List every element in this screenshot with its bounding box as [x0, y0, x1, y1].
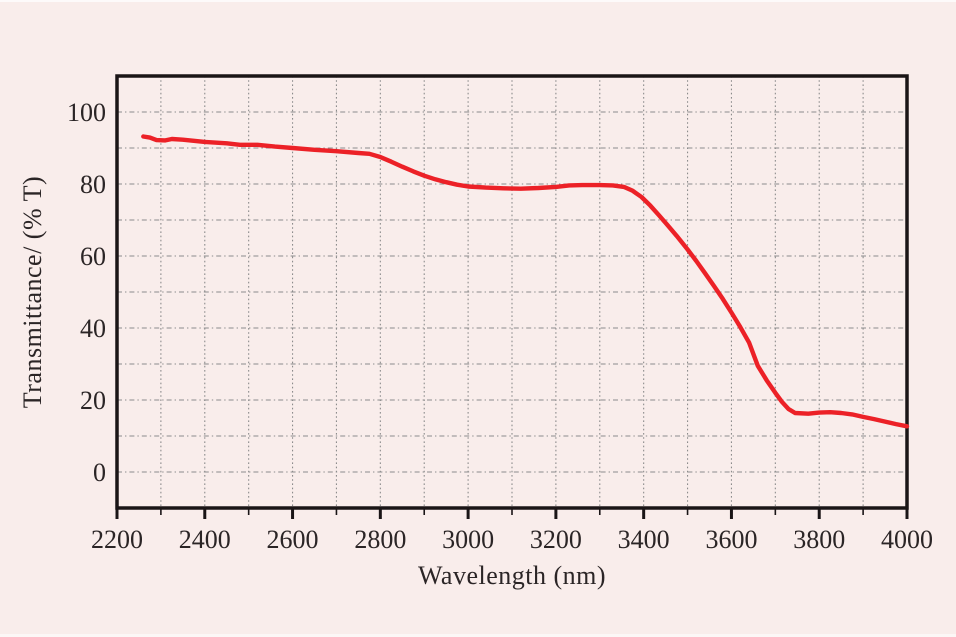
y-tick-label: 60 [80, 242, 106, 271]
x-tick-label: 3200 [530, 525, 582, 554]
y-tick-label: 20 [80, 386, 106, 415]
x-tick-label: 3600 [705, 525, 757, 554]
x-tick-label: 2800 [354, 525, 406, 554]
x-tick-label: 2600 [267, 525, 319, 554]
x-tick-label: 3800 [793, 525, 845, 554]
plot-frame [115, 74, 909, 510]
axis-tick-layer [115, 509, 909, 519]
grid-layer [117, 76, 907, 508]
y-tick-label: 100 [67, 98, 106, 127]
y-tick-label: 80 [80, 170, 106, 199]
x-tick-label: 3000 [442, 525, 494, 554]
x-tick-label: 2200 [91, 525, 143, 554]
y-tick-label: 40 [80, 314, 106, 343]
x-tick-label: 4000 [881, 525, 933, 554]
transmittance-curve [141, 134, 910, 429]
y-axis-tick-labels: 0 20 40 60 80 100 [67, 98, 106, 487]
y-axis-title: Transmittance/ (% T) [18, 175, 47, 409]
x-axis-title: Wavelength (nm) [417, 561, 607, 590]
x-tick-label: 3400 [618, 525, 670, 554]
x-axis-tick-labels: 2200 2400 2600 2800 3000 3200 3400 3600 3800 4000 [91, 525, 933, 554]
x-tick-label: 2400 [179, 525, 231, 554]
y-tick-label: 0 [93, 458, 106, 487]
